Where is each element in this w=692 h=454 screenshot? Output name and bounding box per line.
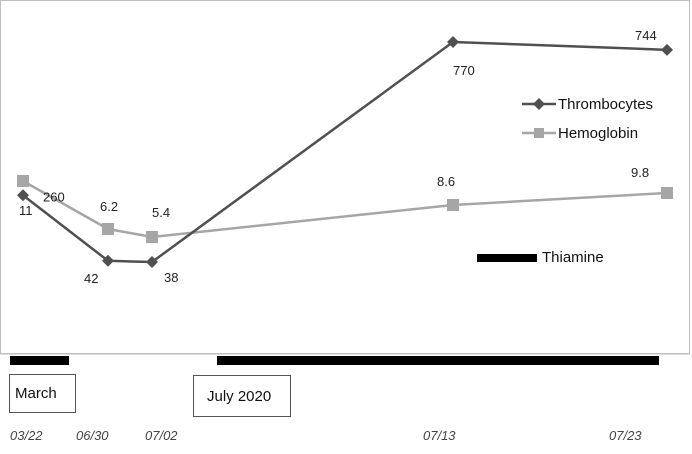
legend-thrombocytes-marker — [533, 98, 545, 110]
x-tick-label: 07/13 — [423, 428, 456, 443]
thrombocytes-point — [447, 36, 459, 48]
hemoglobin-data-label: 11 — [19, 203, 33, 218]
data-labels-layer: 11 6.2 5.4 8.6 9.8 260 42 38 770 744 — [19, 28, 657, 286]
legend-label-thiamine: Thiamine — [542, 249, 604, 266]
hemoglobin-point — [102, 223, 114, 235]
thrombocytes-point — [17, 189, 29, 202]
hemoglobin-point — [447, 199, 459, 211]
x-tick-labels: 03/22 06/30 07/02 07/13 07/23 — [10, 428, 642, 443]
period-label-july-2020: July 2020 — [193, 375, 291, 417]
x-tick-label: 07/02 — [145, 428, 178, 443]
period-label-july-text: July 2020 — [207, 387, 272, 405]
hemoglobin-point — [661, 187, 673, 199]
hemoglobin-data-label: 5.4 — [152, 205, 170, 220]
legend-thiamine-swatch — [477, 254, 537, 262]
thrombocytes-data-label: 770 — [453, 63, 475, 78]
legend-label-hemoglobin: Hemoglobin — [558, 125, 638, 142]
legend: Thrombocytes Hemoglobin Thiamine — [477, 96, 653, 266]
thrombocytes-point — [102, 254, 114, 267]
hemoglobin-data-label: 8.6 — [437, 174, 455, 189]
thiamine-bar-march — [10, 356, 69, 365]
hemoglobin-data-label: 9.8 — [631, 165, 649, 180]
hemoglobin-point — [146, 231, 158, 243]
timeline-layer — [10, 356, 659, 365]
x-tick-label: 03/22 — [10, 428, 43, 443]
x-tick-label: 07/23 — [609, 428, 642, 443]
hemoglobin-data-label: 6.2 — [100, 199, 118, 214]
thrombocytes-data-label: 260 — [43, 189, 65, 204]
thrombocytes-point — [661, 43, 673, 56]
x-tick-label: 06/30 — [76, 428, 109, 443]
thrombocytes-data-label: 744 — [635, 28, 657, 43]
legend-label-thrombocytes: Thrombocytes — [558, 96, 653, 113]
plot-area-border — [0, 0, 690, 354]
thrombocytes-data-label: 42 — [84, 271, 98, 286]
period-label-march: March — [9, 374, 76, 413]
thrombocytes-data-label: 38 — [164, 270, 178, 285]
series-layer — [17, 36, 673, 268]
hemoglobin-point — [17, 175, 29, 187]
thiamine-bar-july — [217, 356, 659, 365]
legend-hemoglobin-marker — [534, 128, 544, 138]
period-label-march-text: March — [15, 385, 57, 402]
thrombocytes-point — [146, 256, 158, 268]
